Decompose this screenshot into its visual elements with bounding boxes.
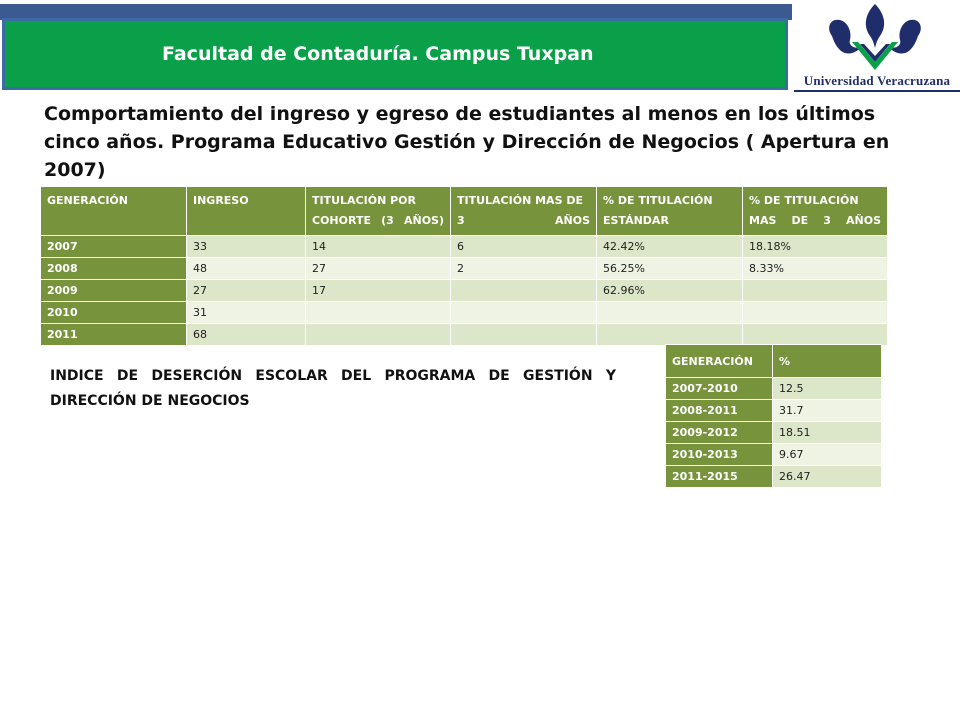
cell-generacion: 2007 (40, 235, 187, 258)
cell-pct-mas-3: 18.18% (742, 235, 888, 258)
header-generacion: GENERACIÓN (40, 186, 187, 236)
cell-generacion: 2009 (40, 279, 187, 302)
table-row: 2011-2015 26.47 (665, 465, 882, 488)
cell-ingreso: 31 (186, 301, 306, 324)
cell-pct-mas-3: 8.33% (742, 257, 888, 280)
cell-generacion: 2008 (40, 257, 187, 280)
cell-titulacion-cohorte (305, 323, 451, 346)
cell-percent: 9.67 (772, 443, 882, 466)
header-top-bar (0, 4, 792, 20)
cell-ingreso: 48 (186, 257, 306, 280)
cell-titulacion-mas-3 (450, 279, 597, 302)
logo-text: Universidad Veracruzana (803, 73, 951, 88)
table-header-row: GENERACIÓN INGRESO TITULACIÓN POR COHORT… (40, 186, 888, 236)
page-title: Facultad de Contaduría. Campus Tuxpan (162, 43, 594, 65)
main-heading: Comportamiento del ingreso y egreso de e… (44, 103, 890, 181)
cell-pct-estandar (596, 323, 743, 346)
cell-titulacion-cohorte: 17 (305, 279, 451, 302)
cell-titulacion-cohorte: 27 (305, 257, 451, 280)
table-row: 2011 68 (40, 323, 888, 346)
cell-generacion: 2011 (40, 323, 187, 346)
cell-ingreso: 68 (186, 323, 306, 346)
header-percent: % (772, 344, 882, 378)
cell-percent: 12.5 (772, 377, 882, 400)
header-titulacion-mas-3: TITULACIÓN MAS DE 3 AÑOS (450, 186, 597, 236)
table-header-row: GENERACIÓN % (665, 344, 882, 378)
table-row: 2007 33 14 6 42.42% 18.18% (40, 235, 888, 258)
table-row: 2010 31 (40, 301, 888, 324)
cell-generacion: 2008-2011 (665, 399, 773, 422)
table-row: 2009-2012 18.51 (665, 421, 882, 444)
cell-generacion: 2010 (40, 301, 187, 324)
table-row: 2010-2013 9.67 (665, 443, 882, 466)
table-row: 2009 27 17 62.96% (40, 279, 888, 302)
desercion-title: INDICE DE DESERCIÓN ESCOLAR DEL PROGRAMA… (50, 368, 616, 409)
cell-ingreso: 33 (186, 235, 306, 258)
logo-underline (794, 90, 960, 92)
cell-titulacion-cohorte (305, 301, 451, 324)
cell-titulacion-mas-3: 6 (450, 235, 597, 258)
cell-pct-mas-3 (742, 279, 888, 302)
header-ingreso: INGRESO (186, 186, 306, 236)
header-generacion: GENERACIÓN (665, 344, 773, 378)
cell-pct-mas-3 (742, 323, 888, 346)
cell-percent: 31.7 (772, 399, 882, 422)
cell-titulacion-cohorte: 14 (305, 235, 451, 258)
cell-percent: 26.47 (772, 465, 882, 488)
cell-ingreso: 27 (186, 279, 306, 302)
cell-titulacion-mas-3 (450, 323, 597, 346)
header-pct-mas-3: % DE TITULACIÓN MAS DE 3 AÑOS (742, 186, 888, 236)
header-titulacion-cohorte: TITULACIÓN POR COHORTE (3 AÑOS) (305, 186, 451, 236)
cell-generacion: 2010-2013 (665, 443, 773, 466)
cell-percent: 18.51 (772, 421, 882, 444)
table-row: 2008-2011 31.7 (665, 399, 882, 422)
desercion-table: GENERACIÓN % 2007-2010 12.5 2008-2011 31… (665, 344, 882, 488)
cell-pct-estandar: 62.96% (596, 279, 743, 302)
university-logo-icon (829, 4, 921, 70)
table-row: 2008 48 27 2 56.25% 8.33% (40, 257, 888, 280)
cell-titulacion-mas-3 (450, 301, 597, 324)
header-banner (2, 18, 788, 90)
cell-pct-estandar: 56.25% (596, 257, 743, 280)
cell-generacion: 2007-2010 (665, 377, 773, 400)
cell-pct-estandar: 42.42% (596, 235, 743, 258)
cell-pct-mas-3 (742, 301, 888, 324)
header-pct-estandar: % DE TITULACIÓN ESTÁNDAR (596, 186, 743, 236)
cell-generacion: 2009-2012 (665, 421, 773, 444)
ingreso-egreso-table: GENERACIÓN INGRESO TITULACIÓN POR COHORT… (40, 186, 888, 346)
table-row: 2007-2010 12.5 (665, 377, 882, 400)
cell-pct-estandar (596, 301, 743, 324)
cell-titulacion-mas-3: 2 (450, 257, 597, 280)
cell-generacion: 2011-2015 (665, 465, 773, 488)
